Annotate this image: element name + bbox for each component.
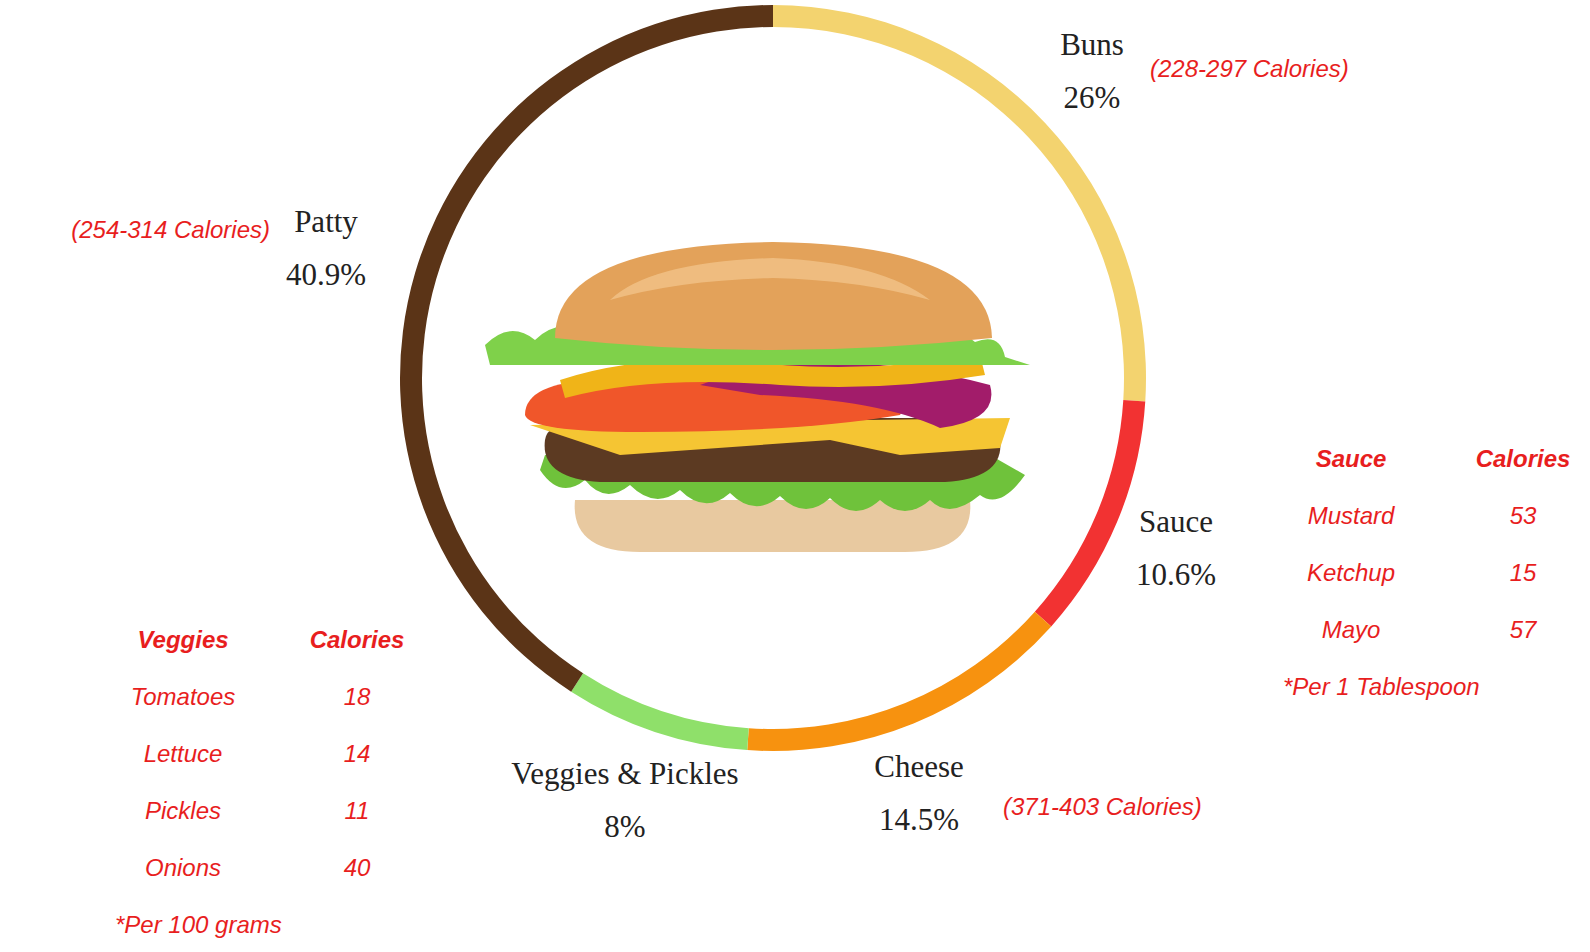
table-header: Sauce	[1316, 445, 1387, 472]
ring-segment	[773, 5, 1146, 401]
table-cell: Tomatoes	[131, 683, 236, 710]
ring-segment	[571, 673, 749, 750]
calorie-annotation: (371-403 Calories)	[1003, 793, 1202, 820]
table-cell: Lettuce	[144, 740, 223, 767]
table-cell: 40	[344, 854, 371, 881]
calorie-annotation: (228-297 Calories)	[1150, 55, 1349, 82]
table-cell: Ketchup	[1307, 559, 1395, 586]
calorie-annotation: (254-314 Calories)	[71, 216, 270, 243]
chart: Buns 26% Sauce 10.6% Cheese 14.5% Veggies & Pi…	[0, 0, 1590, 952]
segment-label: Sauce	[1139, 504, 1213, 539]
table-cell: Onions	[145, 854, 221, 881]
table-cell: Mayo	[1322, 616, 1381, 643]
segment-label: Cheese	[874, 749, 964, 784]
bun-highlight	[610, 258, 930, 300]
segment-value: 40.9%	[286, 257, 366, 292]
table-cell: Pickles	[145, 797, 221, 824]
table-cell: Mustard	[1308, 502, 1395, 529]
segment-value: 14.5%	[879, 802, 959, 837]
table-header: Veggies	[137, 626, 228, 653]
table-cell: 18	[344, 683, 371, 710]
top-bun	[555, 242, 992, 350]
table-note: *Per 1 Tablespoon	[1283, 673, 1480, 700]
table-cell: 11	[345, 797, 370, 824]
ring-segment	[1035, 400, 1145, 626]
calorie-table: Veggies Calories Tomatoes 18 Lettuce 14 Pickle…	[115, 626, 404, 938]
segment-label: Buns	[1060, 27, 1124, 62]
table-cell: 57	[1510, 616, 1538, 643]
table-cell: 53	[1510, 502, 1537, 529]
table-cell: 15	[1510, 559, 1537, 586]
segment-value: 8%	[604, 809, 645, 844]
ring-segment	[400, 5, 773, 692]
segment-value: 26%	[1064, 80, 1121, 115]
table-note: *Per 100 grams	[115, 911, 282, 938]
burger-illustration	[485, 242, 1030, 552]
segment-label: Veggies & Pickles	[511, 756, 738, 791]
table-header: Calories	[310, 626, 405, 653]
segment-label: Patty	[294, 204, 358, 239]
ring	[400, 5, 1146, 751]
ring-segment	[747, 612, 1051, 751]
table-cell: 14	[344, 740, 371, 767]
table-header: Calories	[1476, 445, 1571, 472]
calorie-table: Sauce Calories Mustard 53 Ketchup 15 Mayo 57 *Pe…	[1283, 445, 1570, 700]
segment-value: 10.6%	[1136, 557, 1216, 592]
